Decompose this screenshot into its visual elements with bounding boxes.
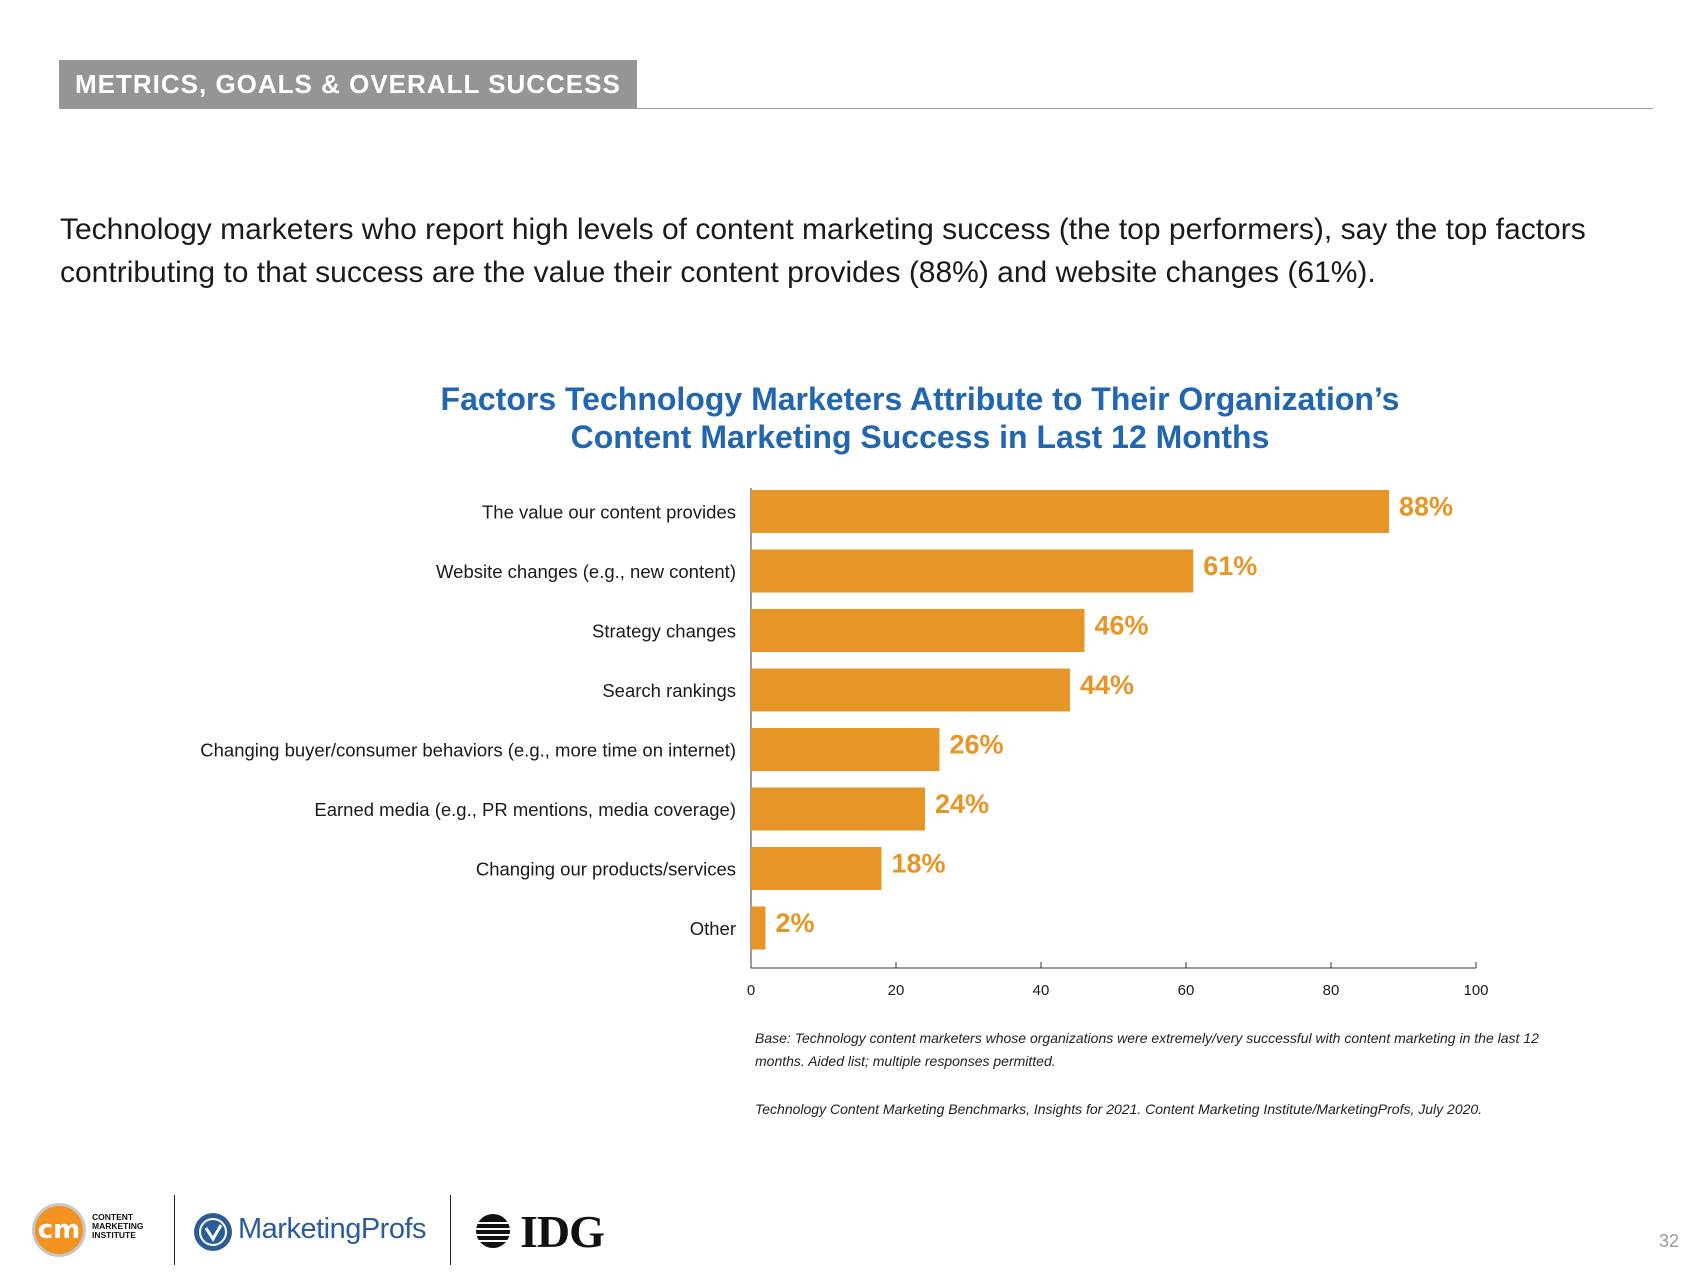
logo-divider (450, 1195, 451, 1265)
value-label: 46% (1095, 611, 1149, 641)
bar (751, 609, 1085, 652)
bar (751, 549, 1194, 593)
x-tick-label: 80 (1323, 982, 1340, 999)
bar (751, 490, 1389, 533)
cmi-logo: cm CONTENT MARKETING INSTITUTE (32, 1203, 182, 1261)
category-label: Changing buyer/consumer behaviors (e.g.,… (200, 740, 736, 761)
bar (751, 668, 1070, 712)
idg-logo: IDG (470, 1206, 630, 1257)
category-label: Search rankings (602, 680, 736, 701)
x-tick-label: 40 (1033, 982, 1050, 999)
page-number: 32 (1658, 1231, 1679, 1251)
category-label: Website changes (e.g., new content) (436, 561, 736, 582)
bar (751, 847, 882, 890)
value-label: 88% (1399, 492, 1453, 522)
x-tick-label: 20 (888, 982, 905, 999)
footer-logos: cm CONTENT MARKETING INSTITUTE Marketing… (32, 1195, 652, 1267)
section-tag: METRICS, GOALS & OVERALL SUCCESS (59, 60, 637, 108)
value-label: 18% (892, 849, 946, 879)
chart-title: Factors Technology Marketers Attribute t… (380, 380, 1460, 456)
marketingprofs-logo: MarketingProfs (194, 1211, 434, 1255)
category-label: Changing our products/services (476, 859, 736, 880)
bar (751, 906, 766, 950)
chart-title-line-1: Factors Technology Marketers Attribute t… (440, 381, 1400, 417)
value-label: 24% (935, 789, 989, 819)
marketingprofs-icon (194, 1213, 232, 1251)
category-label: Strategy changes (592, 621, 736, 642)
chart-title-line-2: Content Marketing Success in Last 12 Mon… (570, 419, 1270, 455)
base-note: Base: Technology content marketers whose… (755, 1030, 1539, 1069)
idg-globe-icon (470, 1213, 516, 1254)
category-label: The value our content provides (482, 502, 736, 523)
intro-text: Technology marketers who report high lev… (60, 213, 1586, 289)
value-label: 26% (950, 730, 1004, 760)
value-label: 44% (1080, 670, 1134, 700)
x-tick-label: 60 (1178, 982, 1195, 999)
idg-wordmark: IDG (520, 1206, 605, 1257)
bar (751, 787, 925, 831)
x-tick-label: 100 (1463, 982, 1488, 999)
value-label: 2% (776, 908, 815, 938)
category-label: Earned media (e.g., PR mentions, media c… (314, 799, 736, 820)
cmi-mark: cm (32, 1203, 86, 1257)
section-rule (59, 108, 1653, 109)
category-label: Other (690, 918, 736, 939)
bar-chart: The value our content provides 88% Website… (200, 488, 1489, 999)
x-tick-label: 0 (747, 982, 755, 999)
source-note: Technology Content Marketing Benchmarks,… (755, 1101, 1483, 1117)
bar (751, 728, 940, 771)
cmi-wordmark: CONTENT MARKETING INSTITUTE (92, 1212, 144, 1240)
logo-divider (174, 1195, 175, 1265)
marketingprofs-wordmark: MarketingProfs (238, 1213, 427, 1245)
value-label: 61% (1203, 551, 1257, 581)
